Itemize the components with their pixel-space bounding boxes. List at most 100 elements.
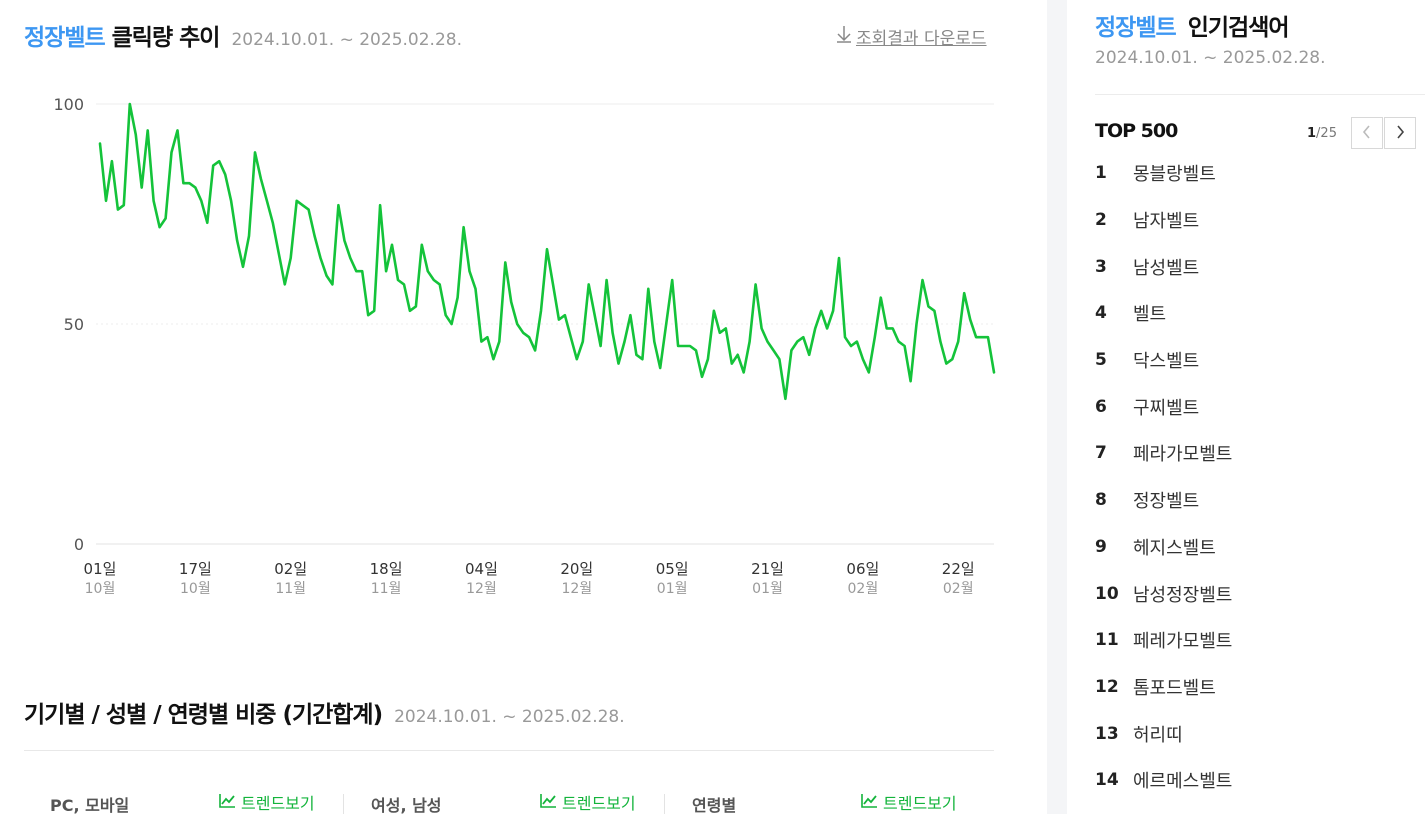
keyword-text: 톰포드벨트 [1133, 677, 1216, 699]
keyword-rank: 7 [1095, 443, 1107, 464]
keyword-rank: 12 [1095, 676, 1119, 697]
keyword-list-item[interactable]: 3 남성벨트 [1095, 243, 1232, 290]
device-trend-button[interactable]: 트렌드보기 [219, 790, 315, 814]
page-total: /25 [1316, 126, 1337, 141]
keyword-list-item[interactable]: 10 남성정장벨트 [1095, 570, 1232, 617]
trend-chart-icon [540, 793, 557, 812]
x-tick-day-label: 20일 [560, 560, 593, 578]
prev-page-button[interactable] [1351, 117, 1383, 149]
age-ratio-label: 연령별 [692, 796, 737, 815]
popular-keywords-title: 정장벨트 인기검색어 [1095, 8, 1290, 42]
side-title-text: 인기검색어 [1187, 15, 1290, 41]
keyword-text: 페라가모벨트 [1133, 444, 1233, 466]
age-trend-button[interactable]: 트렌드보기 [861, 790, 957, 814]
keyword-list-item[interactable]: 9 헤지스벨트 [1095, 524, 1232, 571]
side-title-keyword: 정장벨트 [1095, 15, 1177, 41]
keyword-list-item[interactable]: 14 에르메스벨트 [1095, 757, 1232, 804]
x-tick-day-label: 04일 [465, 560, 498, 578]
keyword-list-item[interactable]: 6 구찌벨트 [1095, 383, 1232, 430]
keyword-text: 남자벨트 [1133, 211, 1200, 233]
title-keyword: 정장벨트 [24, 25, 106, 51]
y-tick-label: 0 [74, 535, 84, 554]
keyword-list-item[interactable]: 11 페레가모벨트 [1095, 617, 1232, 664]
x-tick-day-label: 17일 [179, 560, 212, 578]
x-tick-month-label: 12월 [561, 581, 592, 597]
y-tick-label: 50 [64, 315, 84, 334]
x-tick-month-label: 12월 [466, 581, 497, 597]
x-tick-month-label: 10월 [180, 581, 211, 597]
keyword-list-item[interactable]: 8 정장벨트 [1095, 477, 1232, 524]
keyword-rank: 3 [1095, 256, 1107, 277]
chevron-left-icon [1362, 124, 1372, 143]
x-tick-month-label: 01월 [752, 581, 783, 597]
keyword-list-item[interactable]: 1 몽블랑벨트 [1095, 150, 1232, 197]
x-tick-month-label: 10월 [85, 581, 116, 597]
ratio-title-text: 기기별 / 성별 / 연령별 비중 (기간합계) [24, 702, 383, 728]
keyword-rank: 4 [1095, 303, 1107, 324]
trend-button-label: 트렌드보기 [883, 794, 957, 813]
x-tick-day-label: 22일 [942, 560, 975, 578]
trend-chart-icon [219, 793, 236, 812]
x-tick-month-label: 01월 [657, 581, 688, 597]
keyword-list-item[interactable]: 13 허리띠 [1095, 710, 1232, 757]
click-trend-series-line [98, 102, 996, 401]
ratio-section-title: 기기별 / 성별 / 연령별 비중 (기간합계) 2024.10.01. ~ 2… [24, 695, 625, 729]
download-arrow-icon [836, 25, 852, 48]
gender-ratio-label: 여성, 남성 [371, 796, 442, 815]
column-divider [343, 794, 344, 814]
page-current: 1 [1307, 126, 1317, 141]
keyword-rank: 2 [1095, 210, 1107, 231]
keyword-text: 닥스벨트 [1133, 351, 1200, 373]
panel-gutter [1047, 0, 1067, 814]
keyword-text: 정장벨트 [1133, 491, 1200, 513]
keyword-rank: 11 [1095, 630, 1119, 651]
title-text: 클릭량 추이 [111, 25, 221, 51]
download-label: 조회결과 다운로드 [856, 29, 987, 49]
keyword-list-item[interactable]: 4 벨트 [1095, 290, 1232, 337]
keyword-rank: 5 [1095, 350, 1107, 371]
page-indicator: 1/25 [1307, 126, 1337, 141]
divider [24, 750, 994, 751]
keyword-text: 에르메스벨트 [1133, 771, 1233, 793]
keyword-rank: 14 [1095, 770, 1119, 791]
keyword-list-item[interactable]: 5 닥스벨트 [1095, 337, 1232, 384]
keyword-text: 허리띠 [1133, 724, 1183, 746]
keyword-rank: 10 [1095, 583, 1119, 604]
keyword-rank: 9 [1095, 536, 1107, 557]
keyword-text: 남성정장벨트 [1133, 584, 1233, 606]
keyword-rank: 8 [1095, 490, 1107, 511]
click-trend-chart: 0 50 100 01일 10월 17일 10월 02일 11월 18일 11월 04일 12월 20일 1… [53, 95, 996, 597]
next-page-button[interactable] [1384, 117, 1416, 149]
x-tick-month-label: 11월 [371, 581, 402, 597]
download-results-link[interactable]: 조회결과 다운로드 [836, 24, 987, 49]
ratio-date-range: 2024.10.01. ~ 2025.02.28. [394, 707, 625, 727]
keyword-text: 구찌벨트 [1133, 397, 1200, 419]
keyword-list-item[interactable]: 7 페라가모벨트 [1095, 430, 1232, 477]
y-tick-label: 100 [53, 95, 84, 114]
keyword-rank: 6 [1095, 396, 1107, 417]
keyword-list-item[interactable]: 2 남자벨트 [1095, 197, 1232, 244]
keyword-text: 페레가모벨트 [1133, 631, 1233, 653]
divider [1095, 94, 1425, 95]
popular-keywords-panel: 정장벨트 인기검색어 2024.10.01. ~ 2025.02.28. TOP… [1067, 0, 1425, 814]
keyword-rank: 13 [1095, 723, 1119, 744]
chevron-right-icon [1395, 124, 1405, 143]
keyword-list: 1 몽블랑벨트 2 남자벨트 3 남성벨트 4 벨트 5 닥스벨트 6 구찌벨트 7 페라가모벨트 8 정장벨… [1095, 150, 1232, 804]
x-tick-day-label: 18일 [370, 560, 403, 578]
keyword-text: 헤지스벨트 [1133, 537, 1216, 559]
x-tick-month-label: 11월 [275, 581, 306, 597]
x-tick-day-label: 05일 [656, 560, 689, 578]
gender-trend-button[interactable]: 트렌드보기 [540, 790, 636, 814]
x-tick-day-label: 06일 [846, 560, 879, 578]
x-tick-month-label: 02월 [848, 581, 879, 597]
side-date-range: 2024.10.01. ~ 2025.02.28. [1095, 48, 1326, 68]
keyword-text: 벨트 [1133, 304, 1167, 326]
keyword-list-item[interactable]: 12 톰포드벨트 [1095, 664, 1232, 711]
main-panel: 정장벨트 클릭량 추이 2024.10.01. ~ 2025.02.28. 조회… [24, 18, 996, 815]
chart-section-title: 정장벨트 클릭량 추이 2024.10.01. ~ 2025.02.28. [24, 18, 462, 52]
title-date-range: 2024.10.01. ~ 2025.02.28. [231, 30, 462, 50]
trend-chart-icon [861, 793, 878, 812]
keyword-text: 남성벨트 [1133, 257, 1200, 279]
trend-button-label: 트렌드보기 [562, 794, 636, 813]
x-tick-day-label: 01일 [84, 560, 117, 578]
